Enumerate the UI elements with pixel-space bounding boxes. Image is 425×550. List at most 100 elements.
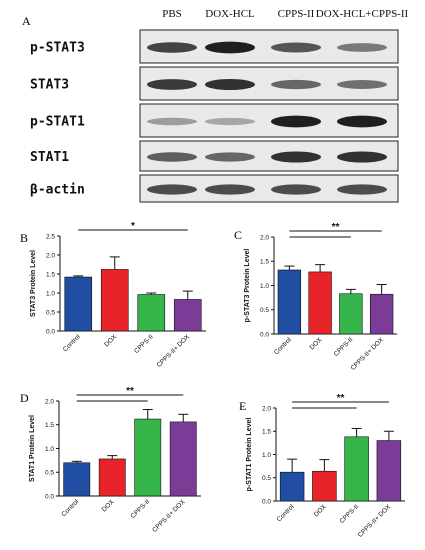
category-label: Control <box>60 498 80 518</box>
category-label: CPPS-II+ DOX <box>156 333 192 369</box>
category-label: CPPS-II <box>133 333 155 355</box>
bar-chart-d: D 0.0 0.5 1.0 1.5 2.0 STAT1 Protein Level Contr… <box>20 386 201 534</box>
protein-label: p-STAT1 <box>30 115 85 130</box>
bar <box>98 458 126 497</box>
panel-letter: B <box>20 231 28 245</box>
bar <box>279 471 305 502</box>
category-label: CPPS-II <box>130 498 152 520</box>
y-tick-label: 0.0 <box>260 331 269 338</box>
y-tick-label: 1.5 <box>46 271 55 278</box>
y-tick-label: 2.0 <box>46 252 55 259</box>
blot-band <box>205 41 255 54</box>
blot-band <box>147 42 197 53</box>
bar-chart-c: C 0.0 0.5 1.0 1.5 2.0 p-STAT3 Protein Level Con… <box>234 222 397 372</box>
y-tick-label: 1.0 <box>45 446 54 453</box>
blot-band <box>337 80 387 89</box>
y-tick-label: 0.5 <box>46 309 55 316</box>
blot-band <box>205 117 255 126</box>
y-tick-label: 0.0 <box>45 493 54 500</box>
y-tick-label: 1.0 <box>262 452 271 459</box>
y-tick-label: 0.5 <box>45 470 54 477</box>
protein-label: β-actin <box>30 183 85 198</box>
protein-label: p-STAT3 <box>30 41 85 56</box>
blot-band <box>271 115 321 128</box>
blot-band <box>271 151 321 163</box>
bar-charts: B 0.0 0.5 1.0 1.5 2.0 2.5 STAT3 Protein Level Co… <box>20 221 405 539</box>
bar <box>100 269 129 332</box>
bar <box>376 440 402 502</box>
blot-band <box>337 184 387 195</box>
blot-band <box>147 184 197 195</box>
blot-band <box>147 152 197 162</box>
protein-label: STAT3 <box>30 78 69 93</box>
significance-label: ** <box>332 222 340 233</box>
category-label: CPPS-II+ DOX <box>357 503 393 539</box>
lane-label: PBS <box>162 8 182 20</box>
category-label: DOX <box>103 333 118 348</box>
bar <box>173 299 202 332</box>
y-tick-label: 2.0 <box>262 405 271 412</box>
y-tick-label: 1.5 <box>260 259 269 266</box>
category-label: CPPS-II <box>338 503 360 525</box>
y-tick-label: 2.0 <box>45 398 54 405</box>
blot-band <box>147 79 197 90</box>
y-tick-label: 0.0 <box>262 498 271 505</box>
category-label: CPPS-II <box>333 336 355 358</box>
category-label: DOX <box>101 498 116 513</box>
blot-band <box>337 151 387 163</box>
blot-band <box>271 79 321 90</box>
protein-label: STAT1 <box>30 150 69 165</box>
category-label: Control <box>62 333 82 353</box>
category-label: DOX <box>309 336 324 351</box>
panel-letter: C <box>234 228 242 242</box>
bar <box>369 293 394 335</box>
bar <box>312 470 337 502</box>
blot-band <box>205 184 255 195</box>
significance-label: ** <box>337 393 345 404</box>
category-label: Control <box>276 503 296 523</box>
bar <box>64 276 93 332</box>
lane-label: DOX-HCL+CPPS-II <box>316 8 409 20</box>
significance-label: * <box>131 221 135 232</box>
blot-band <box>271 42 321 53</box>
western-blot-panel: A PBS DOX-HCL CPPS-II DOX-HCL+CPPS-II p-STAT3… <box>22 8 409 203</box>
bar <box>308 271 332 335</box>
category-label: Control <box>273 336 293 356</box>
y-tick-label: 1.5 <box>45 422 54 429</box>
panel-letter: D <box>20 391 29 405</box>
bar-chart-e: E 0.0 0.5 1.0 1.5 2.0 p-STAT1 Protein Level Con… <box>239 393 405 539</box>
y-tick-label: 0.0 <box>46 328 55 335</box>
y-axis-label: p-STAT1 Protein Level <box>246 418 253 492</box>
category-label: CPPS-II+ DOX <box>151 498 187 534</box>
y-tick-label: 0.5 <box>260 307 269 314</box>
panel-letter-a: A <box>22 14 31 28</box>
bar <box>344 436 369 502</box>
y-tick-label: 0.5 <box>262 475 271 482</box>
y-axis-label: p-STAT3 Protein Level <box>244 249 251 323</box>
bar <box>339 293 363 335</box>
y-axis-label: STAT1 Protein Level <box>29 415 36 482</box>
y-tick-label: 2.5 <box>46 233 55 240</box>
y-tick-label: 1.5 <box>262 429 271 436</box>
blot-band <box>337 115 387 128</box>
category-label: DOX <box>313 503 328 518</box>
lane-label: DOX-HCL <box>205 8 255 20</box>
blot-band <box>205 78 255 91</box>
blot-band <box>271 184 321 195</box>
category-label: CPPS-II+ DOX <box>350 336 386 372</box>
y-tick-label: 2.0 <box>260 234 269 241</box>
bar-chart-b: B 0.0 0.5 1.0 1.5 2.0 2.5 STAT3 Protein Level Co… <box>20 221 206 369</box>
y-tick-label: 1.0 <box>260 283 269 290</box>
panel-letter: E <box>239 399 246 413</box>
bar <box>63 462 91 497</box>
y-axis-label: STAT3 Protein Level <box>30 250 37 317</box>
y-tick-label: 1.0 <box>46 290 55 297</box>
bar <box>169 421 197 497</box>
bar <box>134 418 162 497</box>
significance-label: ** <box>126 386 134 397</box>
blot-band <box>337 43 387 52</box>
blot-band <box>205 152 255 162</box>
bar <box>137 294 166 332</box>
blot-band <box>147 117 197 126</box>
